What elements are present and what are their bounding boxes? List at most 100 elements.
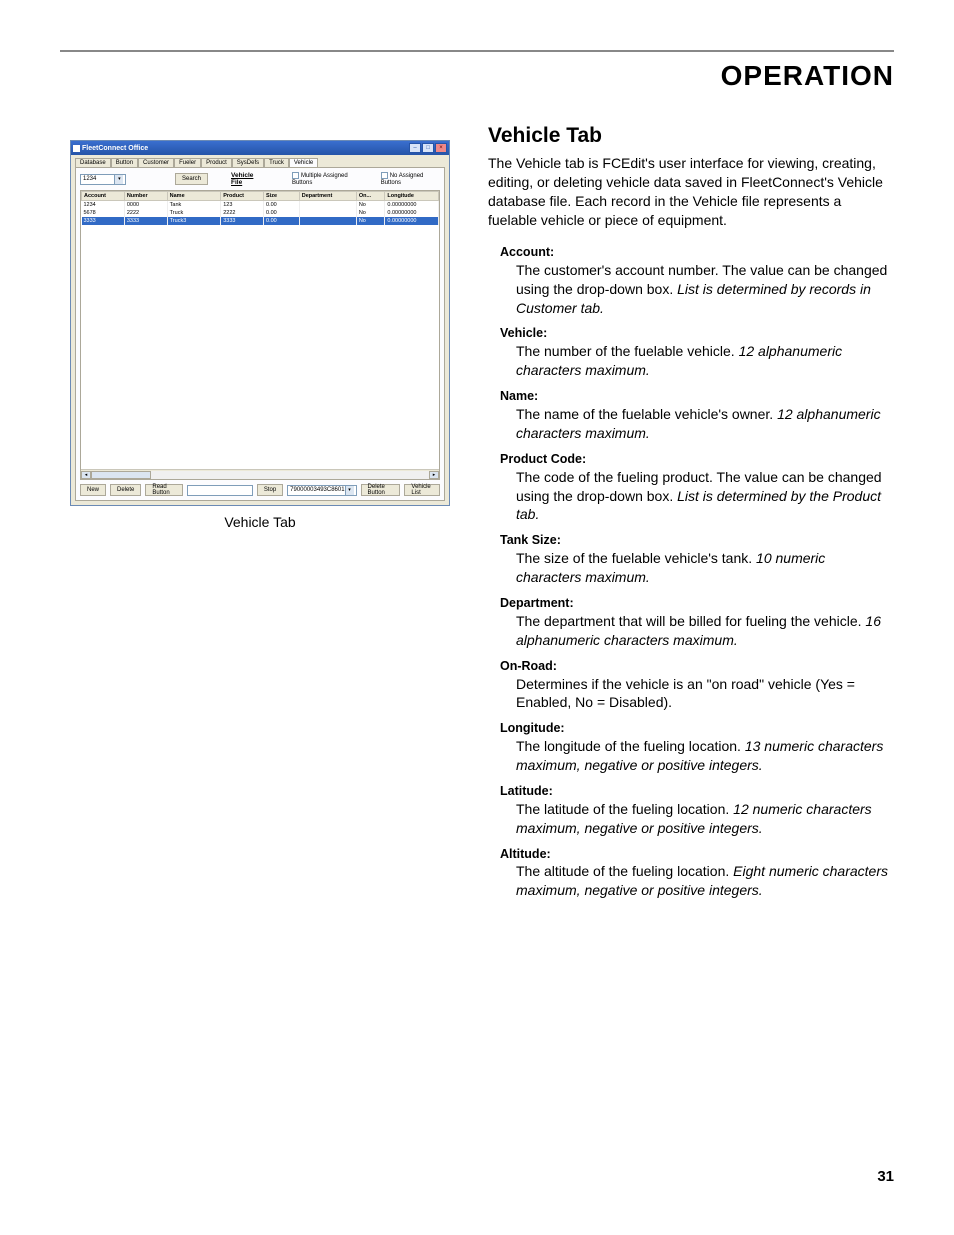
col-name[interactable]: Name — [167, 192, 221, 201]
delete-button-btn[interactable]: Delete Button — [361, 484, 401, 496]
field-description: The altitude of the fueling location. Ei… — [516, 862, 894, 900]
field-block: Product Code:The code of the fueling pro… — [500, 451, 894, 525]
field-description: The department that will be billed for f… — [516, 612, 894, 650]
cell-longitude: 0.00000000 — [385, 201, 439, 209]
section-title: Vehicle Tab — [488, 122, 894, 150]
field-description: The customer's account number. The value… — [516, 261, 894, 318]
delete-button[interactable]: Delete — [110, 484, 141, 496]
cell-on: No — [356, 201, 385, 209]
vehicle-file-link[interactable]: Vehicle File — [231, 172, 263, 186]
col-department[interactable]: Department — [299, 192, 356, 201]
tab-database[interactable]: Database — [75, 158, 111, 167]
cell-name: Truck — [167, 209, 221, 217]
page-number: 31 — [877, 1168, 894, 1185]
figure-caption: Vehicle Tab — [224, 514, 295, 530]
col-account[interactable]: Account — [82, 192, 125, 201]
cell-on: No — [356, 217, 385, 225]
search-toolbar: 1234 ▾ Search Vehicle File Multiple Assi… — [80, 172, 440, 186]
tab-button[interactable]: Button — [111, 158, 138, 167]
cell-department — [299, 217, 356, 225]
field-constraint: 12 numeric characters maximum, negative … — [516, 801, 872, 836]
vehicle-list-button[interactable]: Vehicle List — [404, 484, 440, 496]
field-constraint: List is determined by the Product tab. — [516, 488, 881, 523]
field-block: On-Road:Determines if the vehicle is an … — [500, 658, 894, 713]
account-dropdown[interactable]: 1234 ▾ — [80, 174, 126, 185]
field-label: Department: — [500, 595, 894, 612]
main-columns: FleetConnect Office – □ × Database Butto… — [60, 122, 894, 908]
titlebar: FleetConnect Office – □ × — [71, 141, 449, 155]
cell-longitude: 0.00000000 — [385, 217, 439, 225]
close-button[interactable]: × — [435, 143, 447, 153]
field-constraint: 16 alphanumeric characters maximum. — [516, 613, 881, 648]
account-dropdown-value: 1234 — [83, 176, 96, 182]
field-block: Altitude:The altitude of the fueling loc… — [500, 846, 894, 901]
read-output-field[interactable] — [187, 485, 253, 496]
chevron-down-icon: ▾ — [345, 486, 354, 495]
field-block: Longitude:The longitude of the fueling l… — [500, 720, 894, 775]
field-label: Product Code: — [500, 451, 894, 468]
scroll-right-icon[interactable]: ▸ — [429, 471, 439, 479]
field-label: Longitude: — [500, 720, 894, 737]
cell-size: 0.00 — [264, 209, 300, 217]
col-on[interactable]: On... — [356, 192, 385, 201]
read-button[interactable]: Read Button — [145, 484, 183, 496]
app-window: FleetConnect Office – □ × Database Butto… — [70, 140, 450, 506]
col-size[interactable]: Size — [264, 192, 300, 201]
field-description: The name of the fuelable vehicle's owner… — [516, 405, 894, 443]
field-description: The longitude of the fueling location. 1… — [516, 737, 894, 775]
tab-truck[interactable]: Truck — [264, 158, 289, 167]
maximize-button[interactable]: □ — [422, 143, 434, 153]
cell-product: 3333 — [221, 217, 264, 225]
field-block: Tank Size:The size of the fuelable vehic… — [500, 532, 894, 587]
field-constraint: 13 numeric characters maximum, negative … — [516, 738, 883, 773]
tab-fueler[interactable]: Fueler — [174, 158, 201, 167]
field-label: Vehicle: — [500, 325, 894, 342]
horizontal-scrollbar[interactable]: ◂ ▸ — [81, 469, 439, 479]
cell-number: 3333 — [124, 217, 167, 225]
cell-longitude: 0.00000000 — [385, 209, 439, 217]
field-description: Determines if the vehicle is an "on road… — [516, 675, 894, 713]
tab-customer[interactable]: Customer — [138, 158, 174, 167]
field-label: Latitude: — [500, 783, 894, 800]
field-constraint: 10 numeric characters maximum. — [516, 550, 825, 585]
tab-strip: Database Button Customer Fueler Product … — [71, 155, 449, 167]
stop-button[interactable]: Stop — [257, 484, 283, 496]
scroll-left-icon[interactable]: ◂ — [81, 471, 91, 479]
cell-number: 0000 — [124, 201, 167, 209]
no-assigned-checkbox[interactable]: No Assigned Buttons — [381, 172, 440, 186]
cell-name: Truck3 — [167, 217, 221, 225]
cell-product: 2222 — [221, 209, 264, 217]
field-label: Name: — [500, 388, 894, 405]
minimize-button[interactable]: – — [409, 143, 421, 153]
search-button[interactable]: Search — [175, 173, 208, 185]
cell-number: 2222 — [124, 209, 167, 217]
col-longitude[interactable]: Longitude — [385, 192, 439, 201]
figure-column: FleetConnect Office – □ × Database Butto… — [60, 122, 460, 908]
cell-name: Tank — [167, 201, 221, 209]
serial-dropdown[interactable]: 79000003493C8601 ▾ — [287, 485, 356, 496]
col-product[interactable]: Product — [221, 192, 264, 201]
multi-assigned-checkbox[interactable]: Multiple Assigned Buttons — [292, 172, 363, 186]
window-title: FleetConnect Office — [82, 145, 148, 152]
cell-product: 123 — [221, 201, 264, 209]
grid-header-row: Account Number Name Product Size Departm… — [82, 192, 439, 201]
tab-vehicle[interactable]: Vehicle — [289, 158, 318, 167]
tab-sysdefs[interactable]: SysDefs — [232, 158, 264, 167]
scroll-thumb[interactable] — [91, 471, 151, 479]
tab-panel: 1234 ▾ Search Vehicle File Multiple Assi… — [75, 167, 445, 501]
field-description: The latitude of the fueling location. 12… — [516, 800, 894, 838]
new-button[interactable]: New — [80, 484, 106, 496]
tab-product[interactable]: Product — [201, 158, 232, 167]
table-row[interactable]: 56782222Truck22220.00No0.00000000 — [82, 209, 439, 217]
app-icon — [73, 145, 80, 152]
vehicle-grid[interactable]: Account Number Name Product Size Departm… — [80, 190, 440, 480]
field-label: Tank Size: — [500, 532, 894, 549]
footer-toolbar: New Delete Read Button Stop 79000003493C… — [80, 484, 440, 496]
table-row[interactable]: 33333333Truck333330.00No0.00000000 — [82, 217, 439, 225]
field-block: Account:The customer's account number. T… — [500, 244, 894, 318]
table-row[interactable]: 12340000Tank1230.00No0.00000000 — [82, 201, 439, 209]
field-constraint: 12 alphanumeric characters maximum. — [516, 406, 881, 441]
field-block: Latitude:The latitude of the fueling loc… — [500, 783, 894, 838]
cell-size: 0.00 — [264, 217, 300, 225]
col-number[interactable]: Number — [124, 192, 167, 201]
